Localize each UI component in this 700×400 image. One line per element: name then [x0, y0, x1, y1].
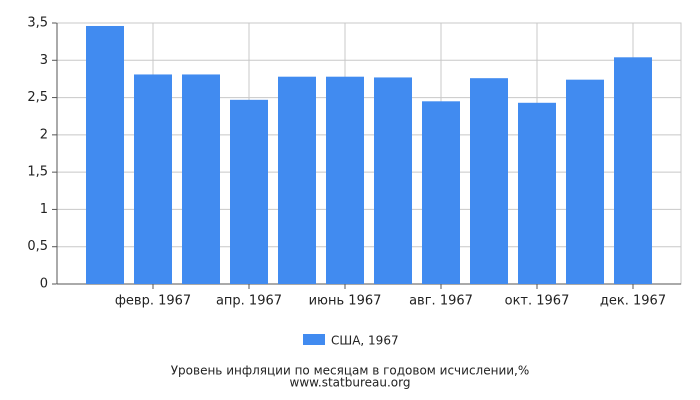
bar [278, 76, 316, 284]
legend-label: США, 1967 [331, 334, 399, 348]
bar [470, 78, 508, 284]
bar [518, 102, 556, 284]
bar [326, 76, 364, 284]
x-tick-label: дек. 1967 [600, 294, 666, 309]
bar [566, 79, 604, 284]
y-tick-label: 3,5 [27, 16, 48, 31]
bar [86, 25, 124, 285]
bar [134, 74, 172, 284]
bar [614, 57, 652, 284]
y-tick-label: 3 [40, 53, 48, 68]
y-tick-label: 0,5 [27, 239, 48, 254]
chart-title: Уровень инфляции по месяцам в годовом ис… [171, 364, 530, 378]
legend-swatch [303, 334, 325, 345]
x-tick-label: авг. 1967 [409, 294, 473, 309]
y-tick-label: 2,5 [27, 90, 48, 105]
bar [230, 99, 268, 285]
bar [422, 101, 460, 284]
y-tick-label: 1,5 [27, 165, 48, 180]
source: www.statbureau.org [290, 376, 411, 390]
y-tick-label: 2 [40, 127, 48, 142]
x-tick-label: окт. 1967 [505, 294, 570, 309]
y-tick-label: 1 [40, 202, 48, 217]
bar [374, 77, 412, 285]
x-tick-label: апр. 1967 [216, 294, 282, 309]
x-tick-label: июнь 1967 [309, 294, 382, 309]
x-tick-label: февр. 1967 [115, 294, 191, 309]
bar [182, 74, 220, 284]
y-tick-label: 0 [40, 277, 48, 292]
